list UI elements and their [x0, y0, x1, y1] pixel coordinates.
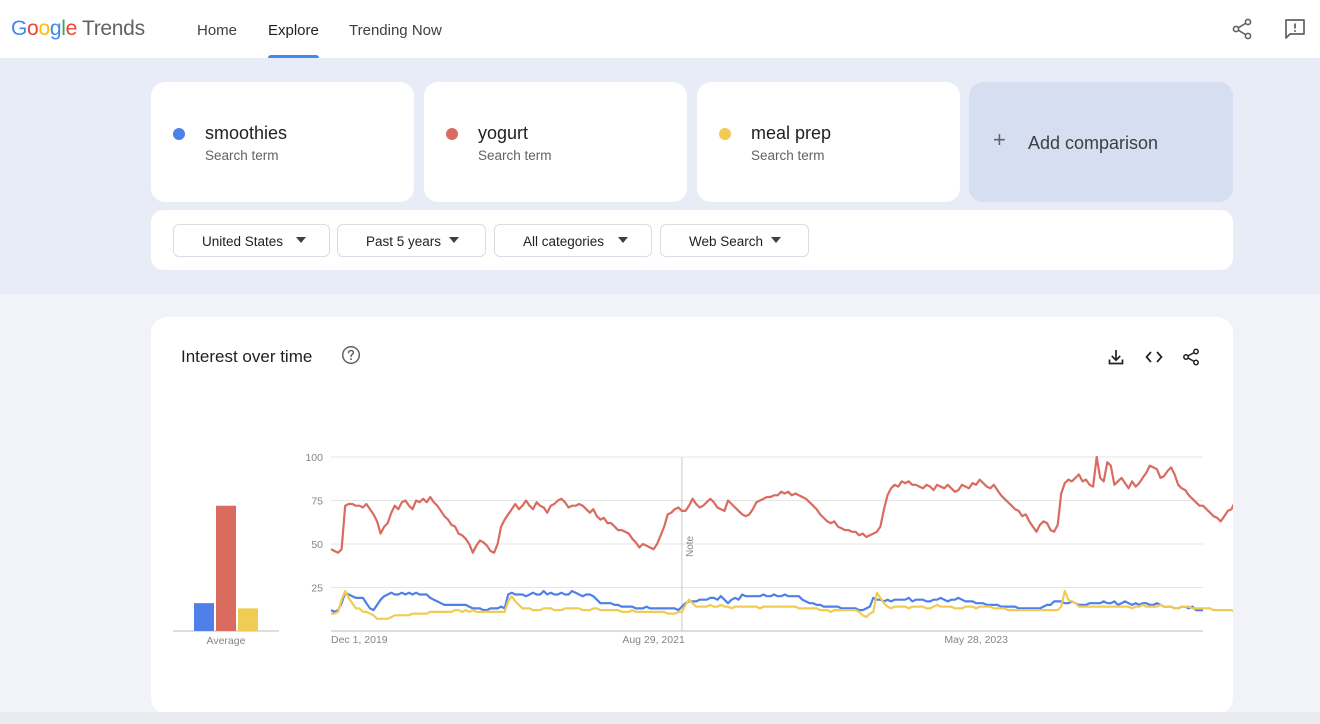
filter-label: Past 5 years: [366, 234, 442, 249]
series-color-dot: [173, 128, 185, 140]
filter-label: All categories: [523, 234, 605, 249]
note-label: Note: [685, 535, 696, 557]
term-name: yogurt: [478, 123, 529, 143]
dropdown-caret-icon: [771, 237, 781, 243]
top-bar: Google Trends Home Explore Trending Now: [0, 0, 1320, 58]
logo-letter: G: [11, 17, 28, 40]
page-bottom-edge: [0, 712, 1320, 724]
add-comparison-label: Add comparison: [1028, 133, 1159, 153]
term-card-meal-prep[interactable]: meal prep Search term: [697, 82, 960, 202]
embed-icon[interactable]: [1144, 347, 1164, 367]
x-tick-label: Dec 1, 2019: [331, 634, 388, 646]
series-line-yogurt[interactable]: [330, 455, 1233, 554]
logo-letter: e: [65, 17, 78, 40]
logo-letter: l: [61, 17, 66, 40]
term-name: meal prep: [751, 123, 832, 143]
average-bar-yogurt[interactable]: [216, 505, 236, 631]
term-card-yogurt[interactable]: yogurt Search term: [424, 82, 687, 202]
average-bar-smoothies[interactable]: [194, 603, 214, 631]
time-range-filter[interactable]: Past 5 years: [337, 224, 486, 257]
x-axis: Dec 1, 2019 Aug 29, 2021 May 28, 2023: [331, 634, 1008, 646]
series-color-dot: [719, 128, 731, 140]
filter-bar: United States Past 5 years All categorie…: [151, 210, 1233, 270]
average-label: Average: [207, 635, 246, 647]
category-filter[interactable]: All categories: [494, 224, 652, 257]
card-title: Interest over time: [181, 347, 313, 366]
download-icon[interactable]: [1106, 347, 1126, 367]
filter-label: Web Search: [689, 234, 764, 249]
y-tick-label: 75: [311, 496, 323, 508]
series-line-meal-prep[interactable]: [331, 589, 1233, 620]
y-tick-label: 100: [305, 452, 323, 464]
logo-suffix: Trends: [81, 17, 145, 40]
term-name: smoothies: [205, 123, 288, 143]
filter-label: United States: [202, 234, 284, 249]
term-type: Search term: [205, 148, 279, 163]
average-bar-meal-prep[interactable]: [238, 608, 258, 631]
term-type: Search term: [751, 148, 825, 163]
logo-letter: o: [27, 17, 39, 40]
dropdown-caret-icon: [618, 237, 628, 243]
interest-chart: Average 100 75 50 25 Note Dec 1, 2019 Aug 29,…: [173, 452, 1233, 647]
feedback-icon[interactable]: [1283, 17, 1307, 41]
dropdown-caret-icon: [449, 237, 459, 243]
x-tick-label: Aug 29, 2021: [622, 634, 685, 646]
term-type: Search term: [478, 148, 552, 163]
nav-home[interactable]: Home: [197, 22, 238, 39]
series-color-dot: [446, 128, 458, 140]
y-tick-label: 25: [311, 583, 323, 595]
series-line-smoothies[interactable]: [330, 589, 1203, 613]
help-icon[interactable]: [341, 345, 361, 365]
interest-over-time-card: Interest over time Average 100 75 50 25 Note…: [151, 317, 1233, 714]
region-filter[interactable]: United States: [173, 224, 330, 257]
series-lines: [330, 455, 1233, 620]
search-type-filter[interactable]: Web Search: [660, 224, 809, 257]
logo-letter: o: [38, 17, 50, 40]
active-tab-indicator: [268, 55, 319, 58]
share-icon[interactable]: [1181, 347, 1201, 367]
nav-explore[interactable]: Explore: [268, 22, 319, 39]
dropdown-caret-icon: [296, 237, 306, 243]
nav-trending-now[interactable]: Trending Now: [349, 22, 442, 39]
x-tick-label: May 28, 2023: [944, 634, 1008, 646]
plus-icon: +: [993, 127, 1006, 152]
google-trends-logo[interactable]: Google Trends: [11, 17, 145, 41]
term-card-smoothies[interactable]: smoothies Search term: [151, 82, 414, 202]
logo-letter: g: [49, 17, 62, 40]
add-comparison-button[interactable]: + Add comparison: [969, 82, 1233, 202]
y-tick-label: 50: [311, 539, 323, 551]
average-bars: [173, 505, 279, 632]
share-icon[interactable]: [1230, 17, 1254, 41]
